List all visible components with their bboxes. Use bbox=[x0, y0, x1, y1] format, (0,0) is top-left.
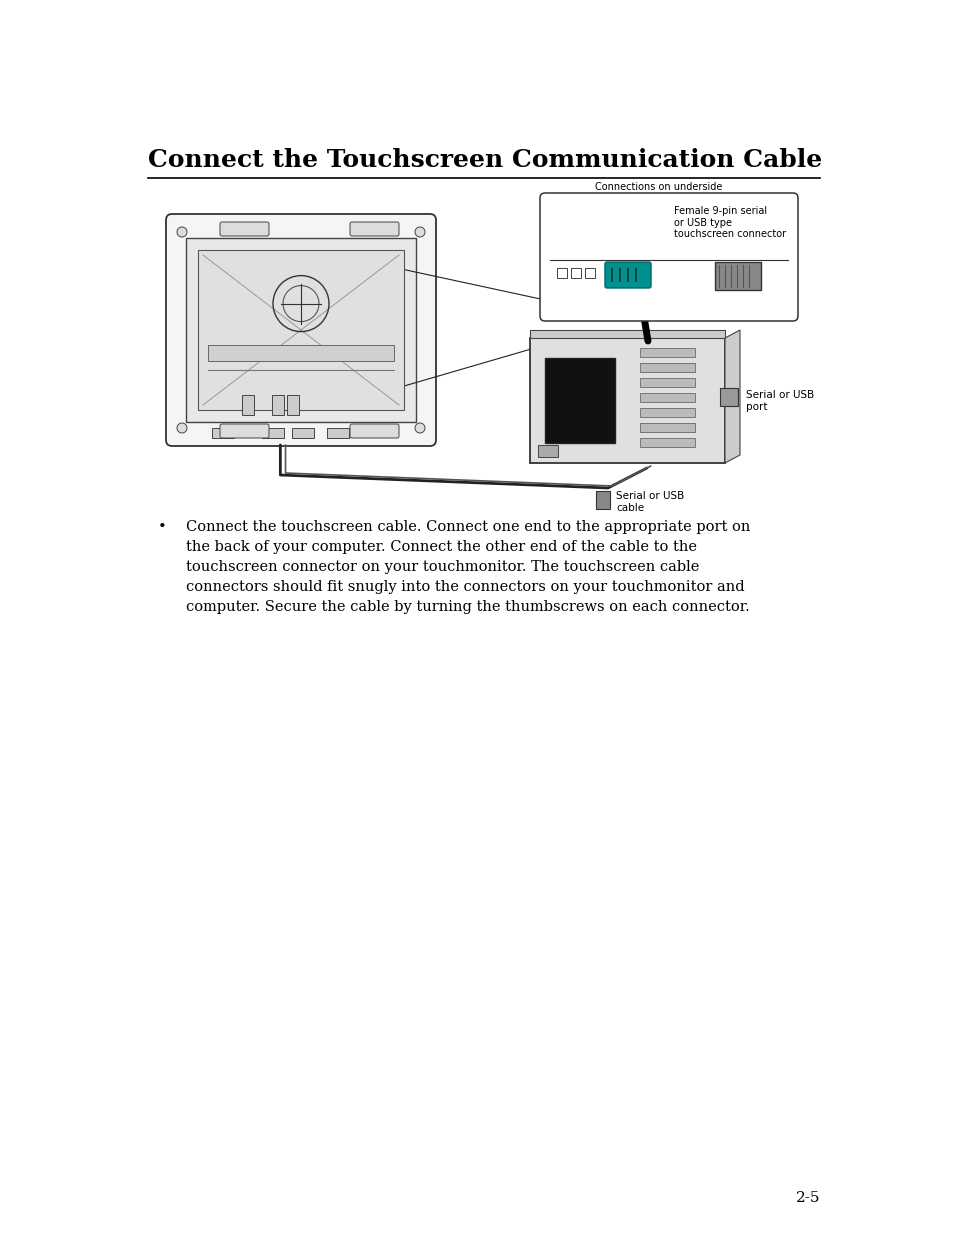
FancyBboxPatch shape bbox=[350, 424, 398, 438]
FancyBboxPatch shape bbox=[350, 222, 398, 236]
Text: •: • bbox=[158, 520, 167, 534]
Bar bbox=[639, 424, 695, 432]
Bar bbox=[327, 429, 349, 438]
FancyBboxPatch shape bbox=[166, 214, 436, 446]
FancyBboxPatch shape bbox=[530, 338, 724, 463]
Bar bbox=[212, 429, 233, 438]
Bar bbox=[186, 238, 416, 422]
Text: Serial or USB
cable: Serial or USB cable bbox=[616, 492, 683, 513]
Bar bbox=[242, 395, 253, 415]
Circle shape bbox=[177, 227, 187, 237]
FancyBboxPatch shape bbox=[539, 193, 797, 321]
Bar bbox=[292, 429, 314, 438]
Text: Serial or USB
port: Serial or USB port bbox=[745, 390, 814, 411]
Bar bbox=[287, 395, 298, 415]
Bar bbox=[262, 429, 284, 438]
Bar bbox=[198, 249, 403, 410]
FancyBboxPatch shape bbox=[604, 262, 650, 288]
Text: Connections on underside: Connections on underside bbox=[595, 182, 722, 191]
Text: Connect the touchscreen cable. Connect one end to the appropriate port on
the ba: Connect the touchscreen cable. Connect o… bbox=[186, 520, 750, 614]
Bar bbox=[557, 268, 566, 278]
Bar bbox=[639, 438, 695, 447]
Circle shape bbox=[415, 227, 424, 237]
Text: Connect the Touchscreen Communication Cable: Connect the Touchscreen Communication Ca… bbox=[148, 148, 821, 172]
Circle shape bbox=[415, 424, 424, 433]
FancyBboxPatch shape bbox=[220, 222, 269, 236]
Bar bbox=[208, 345, 394, 361]
Bar bbox=[639, 408, 695, 417]
Bar bbox=[639, 378, 695, 387]
Bar bbox=[596, 492, 610, 509]
Bar bbox=[537, 445, 558, 457]
Bar bbox=[639, 348, 695, 357]
Bar bbox=[571, 268, 580, 278]
Bar bbox=[584, 268, 595, 278]
Bar bbox=[530, 330, 724, 338]
Polygon shape bbox=[724, 330, 740, 463]
Text: Female 9-pin serial
or USB type
touchscreen connector: Female 9-pin serial or USB type touchscr… bbox=[673, 206, 785, 240]
Bar bbox=[639, 393, 695, 403]
Bar bbox=[639, 363, 695, 372]
FancyBboxPatch shape bbox=[714, 262, 760, 290]
Bar bbox=[544, 358, 615, 443]
Bar bbox=[720, 388, 738, 406]
FancyBboxPatch shape bbox=[220, 424, 269, 438]
Bar bbox=[272, 395, 284, 415]
Circle shape bbox=[177, 424, 187, 433]
Text: 2-5: 2-5 bbox=[795, 1191, 820, 1205]
